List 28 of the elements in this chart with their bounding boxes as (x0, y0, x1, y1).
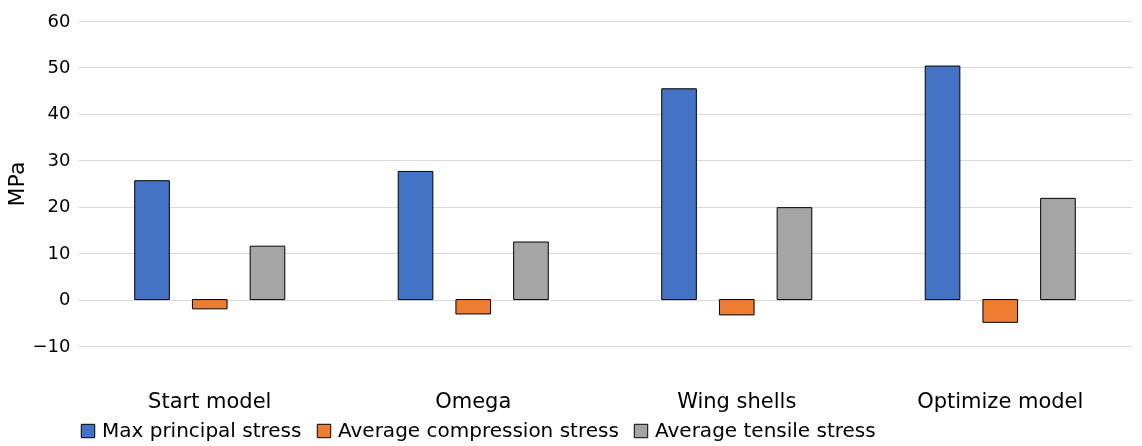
bar (397, 170, 434, 301)
bar (776, 207, 813, 301)
y-tick-label: 20 (47, 195, 71, 217)
y-tick-label: 60 (47, 9, 71, 31)
bar (982, 299, 1019, 323)
legend-label: Max principal stress (102, 418, 302, 442)
bar (661, 88, 697, 301)
y-tick-label: 40 (47, 102, 71, 124)
x-tick-label: Optimize model (917, 388, 1084, 413)
legend-label: Average compression stress (338, 418, 619, 442)
x-tick-label: Wing shells (677, 388, 797, 413)
y-tick-label: 0 (59, 288, 71, 310)
bar (455, 299, 492, 315)
bar (718, 299, 755, 316)
bar (191, 299, 228, 310)
bar (134, 180, 170, 301)
y-tick-label: −10 (32, 334, 71, 356)
legend-label: Average tensile stress (655, 418, 876, 442)
y-tick-label: 50 (47, 55, 71, 77)
x-tick-label: Omega (435, 388, 512, 413)
y-axis-title: MPa (3, 161, 29, 207)
bar (924, 65, 961, 301)
bar (1040, 197, 1076, 301)
x-tick-label: Start model (148, 388, 272, 413)
bar (513, 241, 549, 301)
bar (249, 245, 286, 301)
y-tick-label: 30 (47, 148, 71, 170)
y-tick-label: 10 (47, 241, 71, 263)
